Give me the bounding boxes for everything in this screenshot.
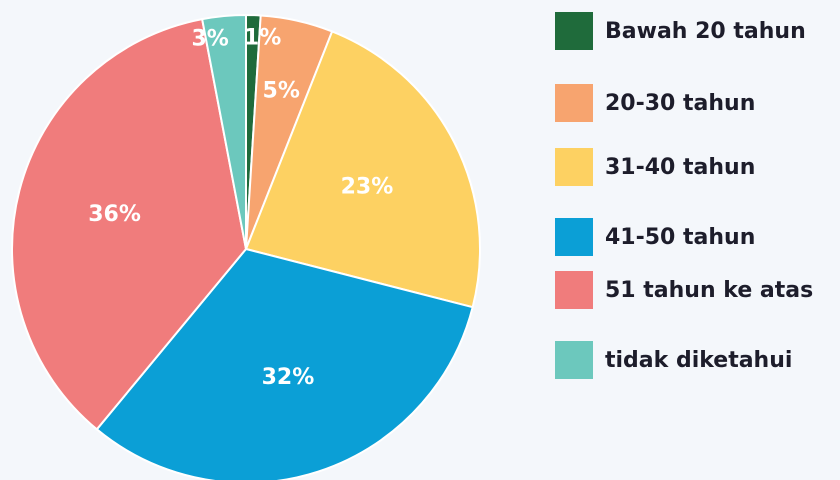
pie-slice xyxy=(95,247,474,480)
pie-slice xyxy=(200,13,247,250)
legend-label: 31-40 tahun xyxy=(605,155,755,180)
value-label: 5% xyxy=(263,78,300,103)
legend-swatch xyxy=(555,341,593,379)
value-label: 23% xyxy=(341,174,394,199)
legend-label: 41-50 tahun xyxy=(605,225,755,250)
legend-label: 51 tahun ke atas xyxy=(605,278,813,303)
value-label: 1% xyxy=(244,26,281,51)
pie-slice xyxy=(11,17,248,431)
legend-swatch xyxy=(555,218,593,256)
legend-swatch xyxy=(555,84,593,122)
legend-label: Bawah 20 tahun xyxy=(605,19,806,44)
value-label: 3% xyxy=(192,26,229,51)
legend-swatch xyxy=(555,271,593,309)
legend-label: tidak diketahui xyxy=(605,348,792,373)
pie-slice xyxy=(244,30,481,309)
legend-label: 20-30 tahun xyxy=(605,91,755,116)
legend-swatch xyxy=(555,12,593,50)
value-label: 32% xyxy=(262,365,315,390)
legend-swatch xyxy=(555,148,593,186)
value-label: 36% xyxy=(88,202,141,227)
